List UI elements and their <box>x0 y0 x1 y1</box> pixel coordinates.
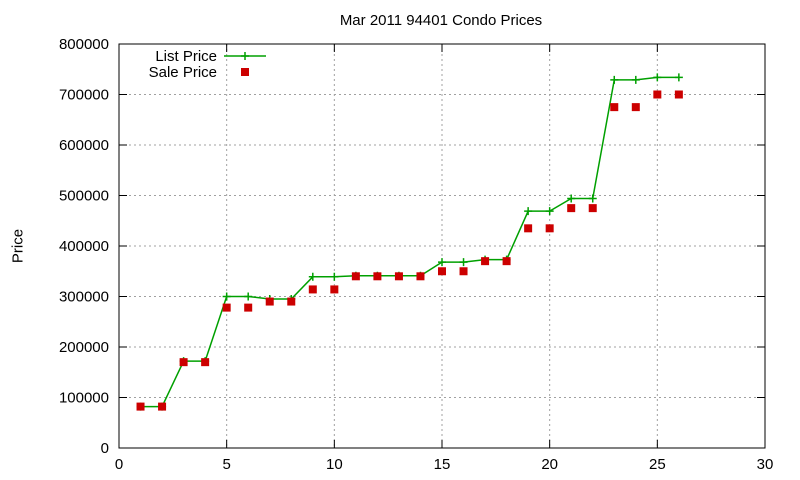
y-tick-label: 500000 <box>59 188 109 205</box>
y-axis-label: Price <box>9 229 26 263</box>
list-price-point <box>610 75 619 84</box>
x-tick-label: 30 <box>757 456 774 473</box>
y-tick-label: 400000 <box>59 238 109 255</box>
grid-lines <box>119 44 765 448</box>
sale-price-point <box>653 90 662 99</box>
sale-price-point <box>416 272 425 281</box>
sale-price-point <box>588 204 597 213</box>
x-tick-label: 25 <box>649 456 666 473</box>
list-price-line <box>140 76 679 408</box>
list-price-legend-marker <box>241 52 249 60</box>
series-layer <box>136 73 683 411</box>
sale-price-point <box>158 402 167 411</box>
sale-price-point <box>524 224 533 233</box>
list-price-legend-label: List Price <box>155 48 217 65</box>
axis-ticks: 0 5 10 15 20 25 30 0 100000 200000 300000 400000 500… <box>59 36 773 473</box>
list-price-series <box>136 73 683 411</box>
sale-price-legend-label: Sale Price <box>149 64 217 81</box>
sale-price-point <box>481 257 490 266</box>
list-price-point <box>674 73 683 82</box>
sale-price-point <box>438 267 446 276</box>
y-tick-label: 300000 <box>59 289 109 306</box>
list-price-point <box>588 194 597 203</box>
sale-price-series <box>136 90 683 411</box>
sale-price-point <box>287 297 296 306</box>
x-tick-label: 20 <box>541 456 558 473</box>
x-tick-label: 10 <box>326 456 343 473</box>
sale-price-point <box>502 257 511 266</box>
list-price-point <box>545 207 554 216</box>
sale-price-point <box>351 272 360 281</box>
sale-price-point <box>373 272 382 281</box>
x-tick-label: 5 <box>222 456 230 473</box>
list-price-point <box>567 194 576 203</box>
sale-price-point <box>631 103 640 112</box>
y-tick-label: 800000 <box>59 36 109 53</box>
sale-price-point <box>136 402 145 411</box>
sale-price-point <box>610 103 619 112</box>
list-price-point <box>459 258 468 267</box>
sale-price-point <box>201 358 210 367</box>
list-price-point <box>330 272 339 281</box>
sale-price-point <box>394 272 403 281</box>
sale-price-point <box>179 358 188 367</box>
chart-title: Mar 2011 94401 Condo Prices <box>340 12 542 29</box>
sale-price-point <box>265 297 274 306</box>
sale-price-point <box>459 267 468 276</box>
y-tick-label: 200000 <box>59 339 109 356</box>
sale-price-legend-marker <box>241 68 249 76</box>
y-tick-label: 0 <box>101 440 109 457</box>
list-price-point <box>438 258 446 267</box>
y-tick-label: 100000 <box>59 390 109 407</box>
y-tick-label: 600000 <box>59 137 109 154</box>
list-price-point <box>308 272 317 281</box>
sale-price-point <box>330 285 339 294</box>
sale-price-point <box>308 285 317 294</box>
list-price-point <box>524 207 533 216</box>
y-tick-label: 700000 <box>59 87 109 104</box>
sale-price-point <box>567 204 576 213</box>
sale-price-point <box>545 224 554 233</box>
x-tick-label: 0 <box>115 456 123 473</box>
list-price-point <box>244 292 253 301</box>
list-price-point <box>631 75 640 84</box>
sale-price-point <box>674 90 683 99</box>
x-tick-label: 15 <box>434 456 451 473</box>
sale-price-point <box>244 303 253 312</box>
list-price-point <box>222 292 231 301</box>
list-price-point <box>653 73 662 82</box>
sale-price-point <box>222 303 231 312</box>
